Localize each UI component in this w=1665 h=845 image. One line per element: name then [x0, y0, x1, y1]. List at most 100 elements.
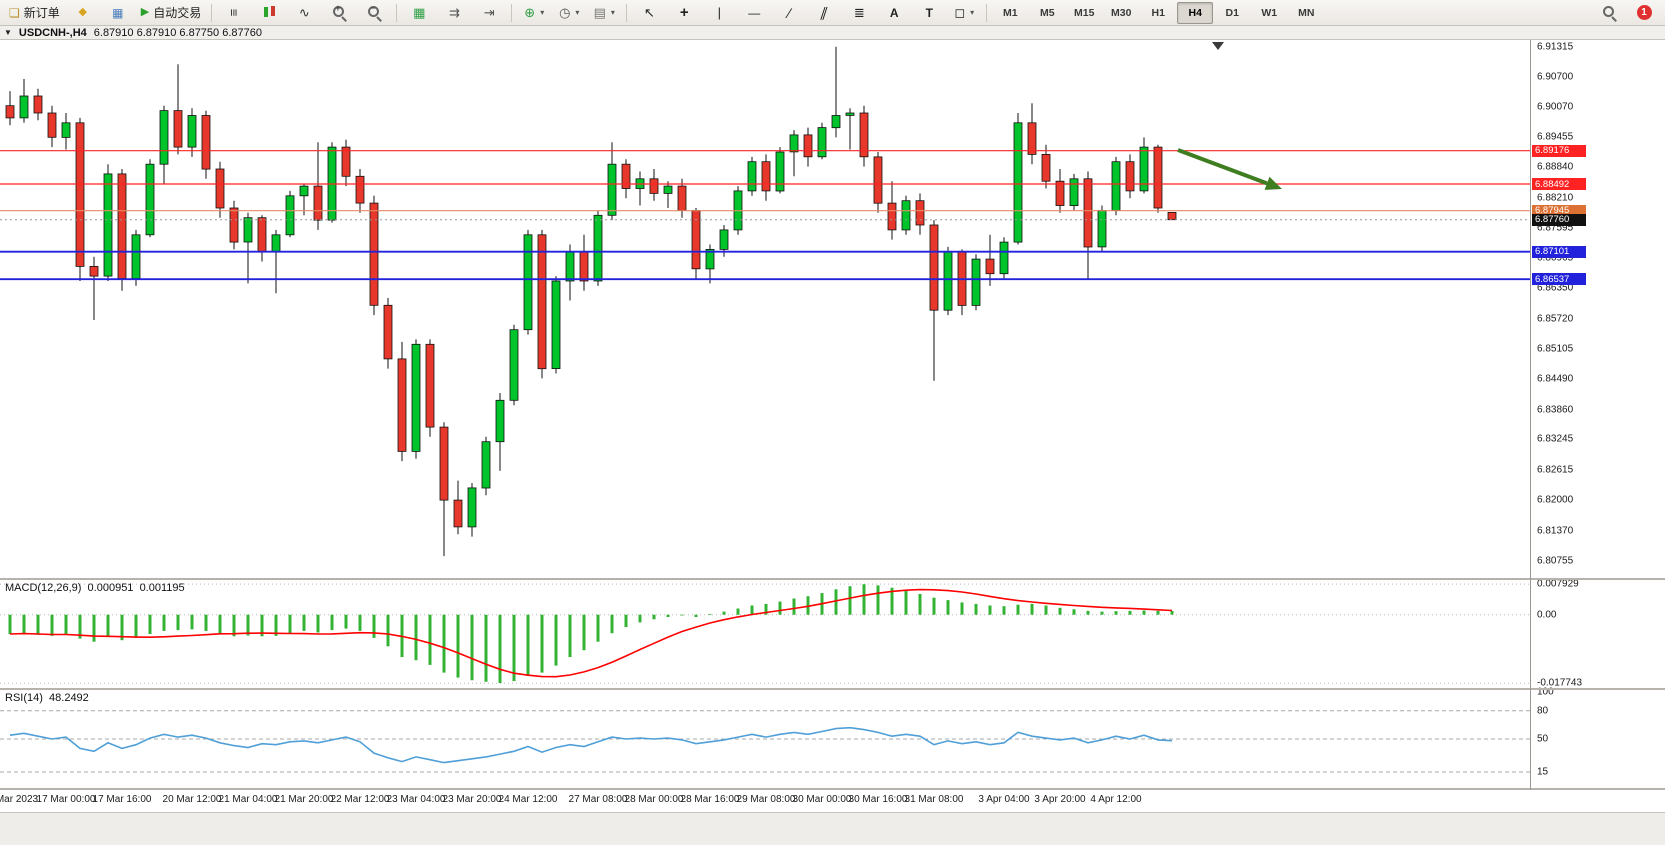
- axis-tick-label: 6.82000: [1537, 494, 1574, 506]
- crosshair-button[interactable]: +: [667, 1, 701, 25]
- fibonacci-button[interactable]: ≣: [842, 1, 876, 25]
- zoom-in-icon: +: [332, 3, 348, 22]
- axis-tick-label: 6.90700: [1537, 71, 1574, 83]
- axis-tick-label: 50: [1537, 733, 1549, 745]
- candlestick-chart-button[interactable]: [252, 1, 286, 25]
- vertical-line-button[interactable]: |: [702, 1, 736, 25]
- indicators-button[interactable]: ⊕ ▾: [517, 1, 551, 25]
- window-footer: [0, 812, 1665, 845]
- timeframe-m5[interactable]: M5: [1039, 6, 1055, 19]
- panel-separator-rsi[interactable]: [0, 688, 1665, 690]
- time-tick-label: 30 Mar 00:00: [792, 794, 852, 805]
- market-watch-button[interactable]: ▦: [101, 1, 135, 25]
- price-scale[interactable]: 6.91315 6.90700 6.90070 6.89455 6.88840 6.882…: [1531, 0, 1665, 845]
- time-tick-label: 3 Apr 20:00: [1034, 794, 1086, 805]
- chart-shift-button[interactable]: ⇥: [472, 1, 506, 25]
- cursor-icon: ↖: [643, 5, 655, 20]
- search-button[interactable]: [1592, 1, 1626, 25]
- shapes-button[interactable]: ◻ ▾: [947, 1, 981, 25]
- macd-name: MACD(12,26,9): [5, 582, 82, 594]
- time-tick-label: 17 Mar 00:00: [36, 794, 96, 805]
- label-button[interactable]: T: [912, 1, 946, 25]
- clock-icon: ◷: [559, 5, 571, 20]
- tile-windows-button[interactable]: ▦: [402, 1, 436, 25]
- trendline-button[interactable]: ∕: [772, 1, 806, 25]
- axis-tick-label: 6.90070: [1537, 101, 1574, 113]
- shapes-button-caret-icon: ▾: [970, 8, 975, 17]
- vertical-line-icon: |: [717, 5, 721, 20]
- zoom-out-button[interactable]: −: [357, 1, 391, 25]
- timeframe-mn[interactable]: MN: [1298, 6, 1315, 19]
- axis-tick-label: -0.017743: [1537, 677, 1583, 689]
- chart-menu-icon[interactable]: ▼: [4, 27, 12, 37]
- templates-button[interactable]: ▤ ▾: [587, 1, 621, 25]
- zoom-in-button[interactable]: +: [322, 1, 356, 25]
- chart-shift-marker-icon: [1212, 42, 1224, 50]
- time-tick-label: 17 Mar 16:00: [92, 794, 152, 805]
- bar-chart-button[interactable]: ≡: [217, 1, 251, 25]
- metaeditor-button[interactable]: ◆: [66, 1, 100, 25]
- crosshair-icon: +: [679, 4, 689, 21]
- price-level-badge-resistance-lower: 6.88492: [1532, 178, 1586, 191]
- auto-trading-button[interactable]: ▶ 自动交易: [136, 1, 206, 25]
- notifications-button[interactable]: 1: [1627, 1, 1661, 25]
- chart-canvas[interactable]: [0, 0, 1530, 845]
- toolbar-separator: [396, 3, 398, 22]
- new-order-button[interactable]: ❏ 新订单: [4, 1, 65, 25]
- market-watch-icon: ▦: [112, 5, 124, 20]
- indicators-icon: ⊕: [524, 5, 536, 20]
- axis-tick-label: 6.85105: [1537, 343, 1574, 355]
- chart-shift-icon: ⇥: [483, 5, 495, 20]
- trend-arrow-annotation[interactable]: [1177, 148, 1282, 190]
- macd-value-signal: 0.001195: [139, 582, 185, 594]
- axis-tick-label: 6.85720: [1537, 313, 1574, 325]
- channel-button[interactable]: ∥: [807, 1, 841, 25]
- price-level-badge-resistance-upper: 6.89176: [1532, 144, 1586, 157]
- timeframe-w1[interactable]: W1: [1261, 6, 1278, 19]
- rsi-label: RSI(14) 48.2492: [5, 692, 89, 704]
- templates-button-caret-icon: ▾: [610, 8, 615, 17]
- channel-icon: ∥: [818, 5, 830, 20]
- periods-button[interactable]: ◷ ▾: [552, 1, 586, 25]
- line-chart-icon: ∿: [298, 5, 310, 20]
- timeframe-m30[interactable]: M30: [1111, 6, 1132, 19]
- axis-tick-label: 6.82615: [1537, 464, 1574, 476]
- price-level-badge-support-upper: 6.87101: [1532, 245, 1586, 258]
- axis-tick-label: 80: [1537, 705, 1549, 717]
- axis-tick-label: 6.87595: [1537, 222, 1574, 234]
- price-level-badge-support-lower: 6.86537: [1532, 273, 1586, 286]
- time-tick-label: 24 Mar 12:00: [498, 794, 558, 805]
- axis-tick-label: 100: [1537, 686, 1554, 698]
- macd-label: MACD(12,26,9) 0.000951 0.001195: [5, 582, 185, 594]
- time-tick-label: 27 Mar 08:00: [568, 794, 628, 805]
- shapes-icon: ◻: [954, 5, 966, 20]
- cursor-button[interactable]: ↖: [632, 1, 666, 25]
- time-tick-label: 31 Mar 08:00: [904, 794, 964, 805]
- horizontal-line-button[interactable]: —: [737, 1, 771, 25]
- timeframe-h1[interactable]: H1: [1151, 6, 1165, 19]
- candlesticks: [5, 46, 1177, 557]
- panel-separator-timescale[interactable]: [0, 788, 1665, 790]
- timeframe-h4[interactable]: H4: [1177, 1, 1214, 24]
- auto-scroll-button[interactable]: ⇉: [437, 1, 471, 25]
- candlestick-icon: [263, 6, 275, 19]
- time-tick-label: 23 Mar 20:00: [442, 794, 502, 805]
- trendline-icon: ∕: [788, 4, 791, 21]
- timeframe-d1[interactable]: D1: [1225, 6, 1239, 19]
- text-button[interactable]: A: [877, 1, 911, 25]
- time-tick-label: 28 Mar 00:00: [624, 794, 684, 805]
- timeframe-m1[interactable]: M1: [1002, 6, 1018, 19]
- toolbar-separator: [626, 3, 628, 22]
- axis-tick-label: 6.80755: [1537, 555, 1574, 567]
- auto-scroll-icon: ⇉: [448, 5, 460, 20]
- line-chart-button[interactable]: ∿: [287, 1, 321, 25]
- auto-trading-button-label: 自动交易: [153, 6, 202, 20]
- axis-tick-label: 6.88840: [1537, 161, 1574, 173]
- panel-separator-macd[interactable]: [0, 578, 1665, 580]
- time-tick-label: 30 Mar 16:00: [848, 794, 908, 805]
- time-tick-label: 21 Mar 04:00: [218, 794, 278, 805]
- timeframe-m15[interactable]: M15: [1074, 6, 1095, 19]
- price-axis-border: [1530, 40, 1531, 790]
